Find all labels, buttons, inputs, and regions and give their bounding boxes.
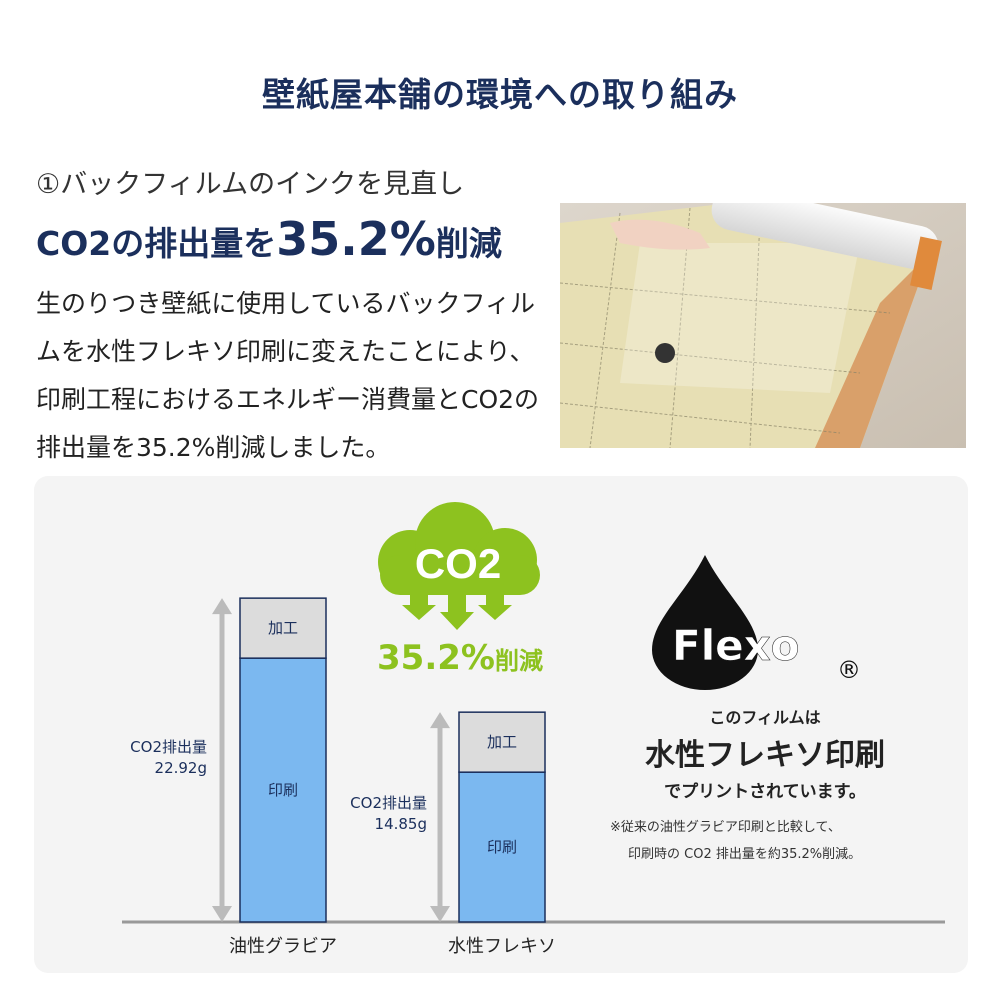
headline: CO2の排出量を35.2%削減 [36, 212, 502, 266]
bar-segment-printing [239, 657, 327, 923]
bar-segment-label-printing: 印刷 [267, 781, 298, 800]
total-label-gravure: CO2排出量 22.92g [100, 737, 207, 779]
total-label-value: 14.85g [374, 815, 427, 833]
note-line2: 水性フレキソ印刷 [645, 738, 885, 773]
ink-drop-icon [652, 555, 758, 690]
flexo-logo: Flexo ® [652, 555, 860, 690]
total-label-value: 22.92g [154, 759, 207, 777]
bar-segment-label-printing: 印刷 [486, 838, 517, 857]
footnote-line2: 印刷時の CO2 排出量を約35.2%削減。 [628, 847, 862, 862]
svg-text:Flexo: Flexo [672, 621, 800, 670]
total-label-flexo: CO2排出量 14.85g [320, 793, 427, 835]
headline-suffix: 削減 [435, 224, 502, 263]
body-text: 生のりつき壁紙に使用しているバックフィルムを水性フレキソ印刷に変えたことにより、… [36, 289, 540, 462]
arrow-up-icon [212, 598, 232, 615]
headline-value: 35.2% [276, 212, 436, 266]
note-line1: このフィルムは [709, 708, 821, 727]
page-title: 壁紙屋本舗の環境への取り組み [262, 75, 738, 114]
reduction-suffix: 削減 [494, 647, 543, 675]
bar-segment-processing [458, 711, 546, 773]
bar-segment-label-processing: 加工 [486, 733, 517, 752]
category-label: 水性フレキソ [448, 936, 556, 957]
arrow-down-icon [212, 906, 232, 922]
category-label: 油性グラビア [229, 936, 337, 957]
product-photo [560, 203, 966, 448]
co2-cloud-icon: CO2 [378, 502, 540, 630]
bar-segment-processing [239, 597, 327, 659]
note-line3: でプリントされています。 [664, 782, 866, 802]
section-heading: ①バックフィルムのインクを見直し [36, 169, 465, 200]
reduction-value: 35.2% [377, 638, 495, 678]
headline-prefix: CO2の排出量を [36, 224, 277, 263]
total-label-prefix: CO2排出量 [130, 738, 207, 756]
svg-text:®: ® [837, 656, 860, 684]
arrow-down-icon [430, 906, 450, 922]
reduction-text: 35.2%削減 [377, 638, 543, 678]
bar-segment-label-processing: 加工 [267, 619, 298, 638]
total-label-prefix: CO2排出量 [350, 794, 427, 812]
cloud-text: CO2 [415, 540, 501, 587]
arrow-up-icon [430, 712, 450, 729]
footnote-line1: ※従来の油性グラビア印刷と比較して、 [610, 820, 841, 835]
